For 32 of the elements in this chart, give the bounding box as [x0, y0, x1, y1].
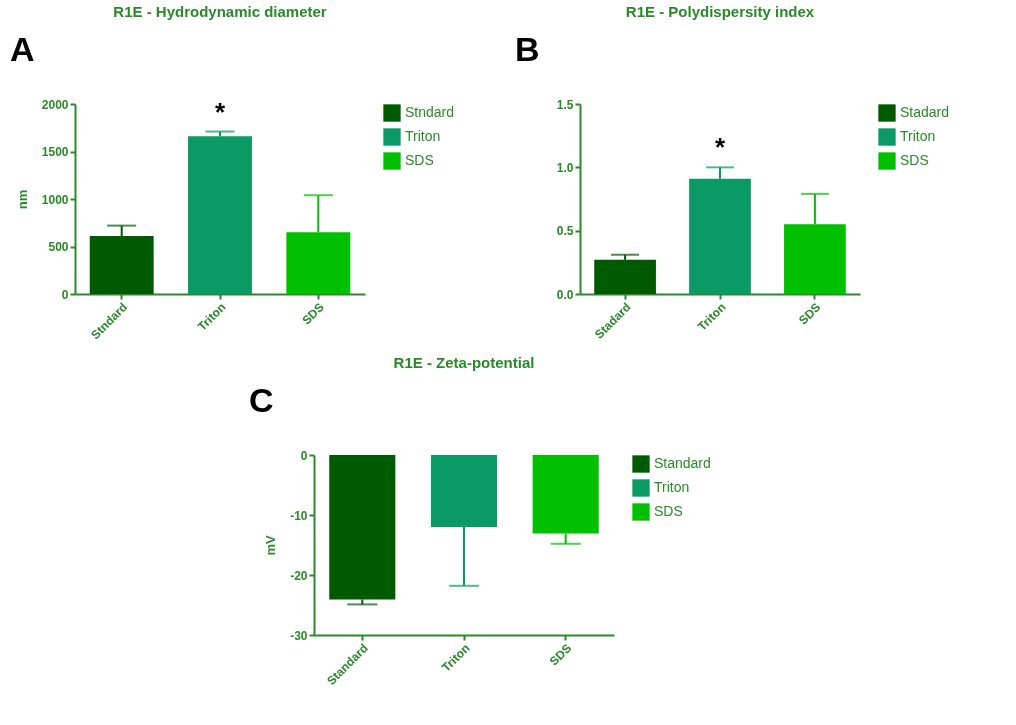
y-tick-label: -30	[290, 628, 308, 643]
legend-label: Stadard	[900, 104, 950, 120]
y-tick-label: 2000	[41, 97, 69, 112]
y-tick-label: 0.5	[556, 224, 574, 239]
legend-label: SDS	[405, 152, 434, 168]
chart-title: R1E - Zeta-potential	[393, 354, 535, 371]
legend-label: Triton	[900, 128, 936, 144]
annotation: *	[714, 132, 726, 163]
y-tick-label: 1.5	[556, 97, 574, 112]
y-axis-title: nm	[14, 189, 30, 210]
y-tick-label: 500	[48, 240, 69, 254]
y-tick-label: -20	[290, 568, 308, 583]
y-tick-label: 0	[300, 448, 308, 463]
legend-label: SDS	[900, 152, 929, 168]
y-tick-label: 1.0	[556, 160, 574, 175]
legend-label: Standard	[654, 455, 711, 471]
y-tick-label: 1000	[41, 192, 69, 207]
y-tick-label: -10	[290, 508, 308, 523]
chart-title: R1E - Polydispersity index	[625, 3, 815, 20]
y-tick-label: 1500	[41, 145, 69, 159]
y-axis-title: mV	[263, 535, 279, 556]
y-tick-label: 0	[61, 287, 69, 302]
legend-label: Triton	[654, 479, 690, 495]
legend-label: Stndard	[405, 104, 455, 120]
chart-title: R1E - Hydrodynamic diameter	[113, 3, 327, 20]
text: B	[515, 30, 540, 68]
annotation: *	[214, 96, 226, 127]
legend-label: Triton	[405, 128, 441, 144]
text: C	[249, 381, 274, 419]
legend-label: SDS	[654, 503, 683, 519]
y-tick-label: 0.0	[556, 287, 574, 302]
text: A	[10, 30, 35, 68]
